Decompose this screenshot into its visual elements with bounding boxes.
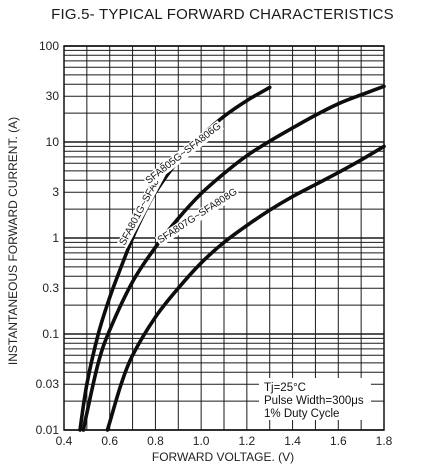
y-tick-label: 0.03 [36, 377, 60, 391]
series-label-bg [154, 185, 241, 247]
chart-title: FIG.5- TYPICAL FORWARD CHARACTERISTICS [51, 6, 394, 23]
annotation-line-3: 1% Duty Cycle [264, 408, 339, 420]
x-axis-label: FORWARD VOLTAGE. (V) [152, 450, 294, 464]
y-tick-label: 0.3 [42, 281, 59, 295]
tick-layer: 0.4 0.6 0.8 1.0 1.2 1.4 1.6 1.8 0.01 0.03 0.1 0.3 1 3… [36, 39, 393, 448]
x-tick-label: 1.0 [193, 434, 210, 448]
series-line-3 [105, 144, 386, 432]
x-tick-label: 0.8 [147, 434, 164, 448]
y-tick-label: 100 [39, 39, 59, 53]
x-tick-label: 1.4 [284, 434, 301, 448]
y-tick-label: 0.01 [36, 423, 60, 437]
y-tick-label: 30 [46, 89, 60, 103]
y-tick-label: 1 [52, 231, 59, 245]
x-tick-label: 1.8 [376, 434, 393, 448]
annotation-line-2: Pulse Width=300μs [264, 395, 364, 407]
series-line-2 [81, 84, 386, 432]
x-tick-label: 0.4 [56, 434, 73, 448]
y-tick-label: 10 [46, 135, 60, 149]
annotation-line-1: Tj=25°C [264, 382, 306, 394]
series-label-bg [117, 159, 172, 249]
series-line-1 [78, 85, 272, 432]
series-label-bg [142, 120, 225, 188]
x-tick-label: 1.2 [239, 434, 256, 448]
legend-box [259, 378, 371, 420]
x-tick-label: 1.6 [330, 434, 347, 448]
plot-frame [63, 45, 385, 431]
y-axis-label: INSTANTANEOUS FORWARD CURRENT. (A) [6, 117, 20, 365]
y-tick-label: 0.1 [42, 327, 59, 341]
y-tick-label: 3 [52, 185, 59, 199]
x-tick-label: 0.6 [101, 434, 118, 448]
